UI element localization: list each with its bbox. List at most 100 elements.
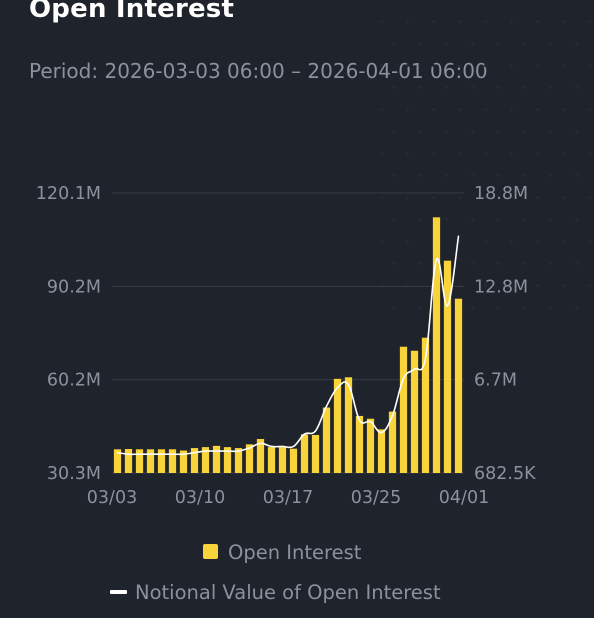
bar-open-interest: [278, 447, 287, 473]
bg-dot: [405, 283, 410, 288]
y-left-tick-label: 90.2M: [47, 277, 101, 297]
bg-dot: [418, 85, 423, 90]
legend-label-notional-value: Notional Value of Open Interest: [135, 581, 441, 604]
bg-dot: [405, 151, 410, 156]
bg-dot: [444, 85, 449, 90]
bg-dot: [418, 129, 423, 134]
bg-dot: [470, 129, 475, 134]
bg-dot: [496, 261, 501, 266]
bar-open-interest: [124, 448, 133, 473]
bg-dot: [405, 195, 410, 200]
bg-dot: [470, 173, 475, 178]
bg-dot: [522, 85, 527, 90]
bg-dot: [561, 107, 566, 112]
bg-dot: [457, 195, 462, 200]
bg-dot: [548, 217, 553, 222]
bg-dot: [431, 63, 436, 68]
bar-open-interest: [300, 434, 309, 473]
bg-dot: [470, 217, 475, 222]
bg-dot: [379, 19, 384, 24]
bg-dot: [470, 85, 475, 90]
x-tick-label: 03/03: [87, 488, 137, 508]
bg-dot: [431, 195, 436, 200]
bar-open-interest: [399, 346, 408, 473]
bg-dot: [457, 107, 462, 112]
bg-dot: [418, 217, 423, 222]
bg-dot: [496, 85, 501, 90]
period-separator: –: [291, 59, 302, 83]
bg-dot: [522, 261, 527, 266]
x-tick-label: 03/10: [175, 488, 225, 508]
bg-dot: [587, 283, 592, 288]
bar-open-interest: [245, 444, 254, 473]
bg-dot: [379, 283, 384, 288]
bg-dot: [470, 261, 475, 266]
legend-swatch-line: [110, 590, 127, 594]
bg-dot: [496, 305, 501, 310]
background-pattern: [379, 19, 592, 310]
period-start: 2026-03-03 06:00: [104, 59, 285, 83]
bar-open-interest: [410, 350, 419, 473]
bg-dot: [483, 63, 488, 68]
bar-open-interest: [135, 449, 144, 473]
y-right-tick-label: 6.7M: [474, 371, 517, 391]
bg-dot: [418, 41, 423, 46]
bg-dot: [405, 107, 410, 112]
bg-dot: [561, 283, 566, 288]
bg-dot: [392, 217, 397, 222]
bg-dot: [548, 305, 553, 310]
chart-title: Open Interest: [29, 0, 235, 24]
bg-dot: [522, 217, 527, 222]
bg-dot: [405, 63, 410, 68]
bg-dot: [561, 63, 566, 68]
bg-dot: [496, 129, 501, 134]
bg-dot: [418, 261, 423, 266]
bar-open-interest: [432, 217, 441, 473]
x-axis: 03/03 03/10 03/17 03/25 04/01: [87, 488, 489, 508]
period-text: Period: 2026-03-03 06:00 – 2026-04-01 06…: [29, 59, 488, 83]
period-label: Period:: [29, 59, 99, 83]
bg-dot: [457, 19, 462, 24]
bg-dot: [561, 195, 566, 200]
legend-item-notional-value[interactable]: Notional Value of Open Interest: [110, 581, 441, 604]
bg-dot: [470, 305, 475, 310]
bar-open-interest: [157, 449, 166, 473]
bar-open-interest: [344, 377, 353, 473]
bg-dot: [379, 107, 384, 112]
bar-open-interest: [366, 418, 375, 473]
bg-dot: [561, 19, 566, 24]
bg-dot: [587, 107, 592, 112]
bar-open-interest: [267, 447, 276, 473]
bg-dot: [548, 129, 553, 134]
bg-dot: [392, 41, 397, 46]
y-axis-right: 18.8M 12.8M 6.7M 682.5K: [474, 184, 536, 484]
bg-dot: [392, 85, 397, 90]
y-right-tick-label: 12.8M: [474, 277, 528, 297]
bar-open-interest: [322, 407, 331, 473]
bg-dot: [392, 173, 397, 178]
bg-dot: [522, 129, 527, 134]
bar-open-interest: [333, 378, 342, 473]
bg-dot: [561, 239, 566, 244]
legend-item-open-interest[interactable]: Open Interest: [203, 541, 362, 564]
bg-dot: [587, 195, 592, 200]
y-axis-left: 120.1M 90.2M 60.2M 30.3M: [36, 184, 101, 484]
bg-dot: [483, 239, 488, 244]
y-right-tick-label: 18.8M: [474, 184, 528, 204]
bg-dot: [392, 129, 397, 134]
bar-open-interest: [168, 449, 177, 473]
bar-open-interest: [179, 450, 188, 473]
bar-open-interest: [289, 448, 298, 473]
bg-dot: [431, 19, 436, 24]
bg-dot: [496, 41, 501, 46]
bg-dot: [379, 195, 384, 200]
bg-dot: [457, 63, 462, 68]
bg-dot: [548, 85, 553, 90]
x-tick-label: 04/01: [439, 488, 489, 508]
bg-dot: [483, 283, 488, 288]
bg-dot: [431, 107, 436, 112]
bg-dot: [470, 41, 475, 46]
bg-dot: [457, 151, 462, 156]
bg-dot: [587, 63, 592, 68]
